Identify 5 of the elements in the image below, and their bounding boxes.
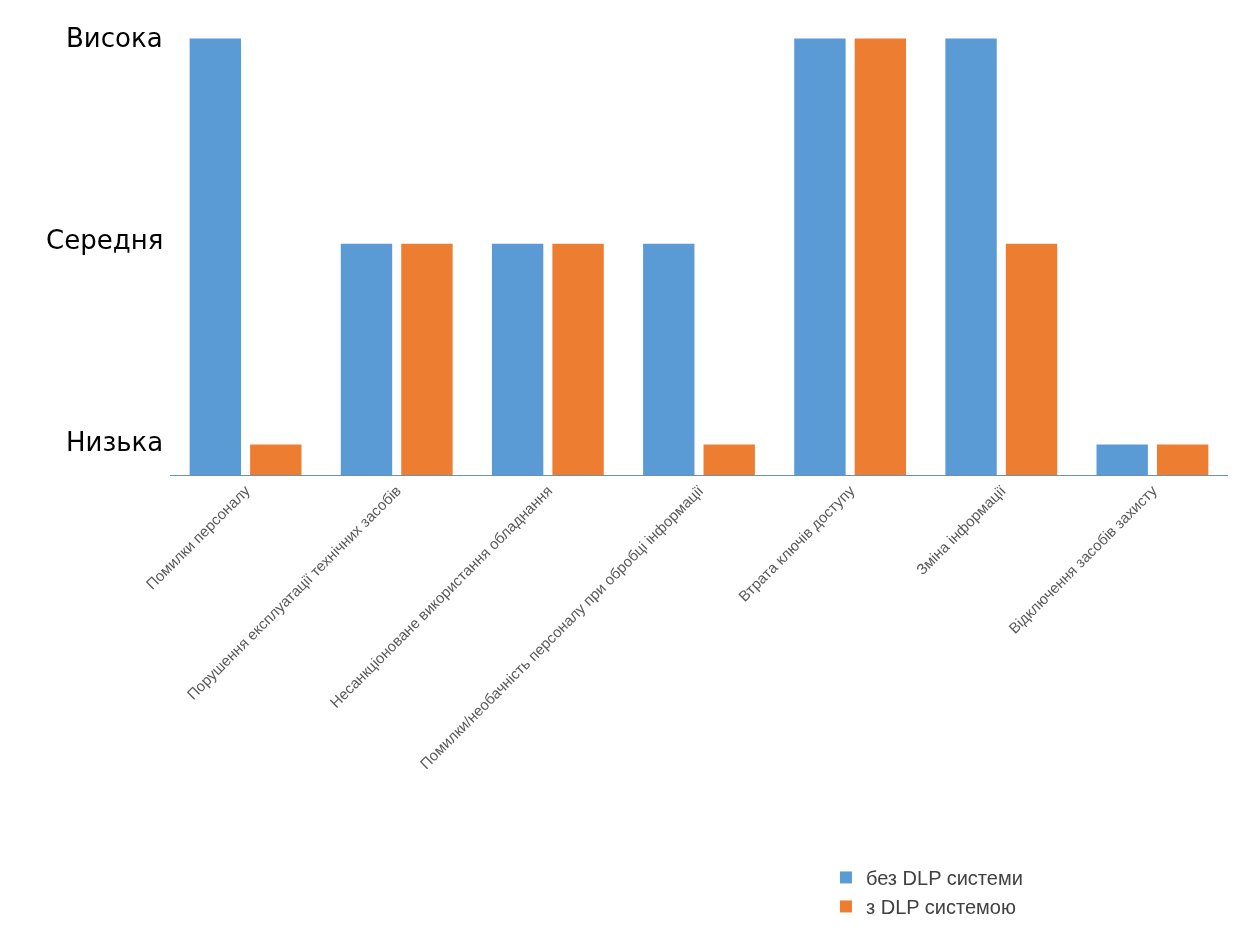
text: Середня: [46, 225, 164, 255]
legend-label: з DLP системою: [865, 896, 1016, 919]
text: Низька: [66, 427, 164, 457]
text: Висока: [66, 23, 163, 53]
legend-label: без DLP системи: [865, 867, 1023, 890]
